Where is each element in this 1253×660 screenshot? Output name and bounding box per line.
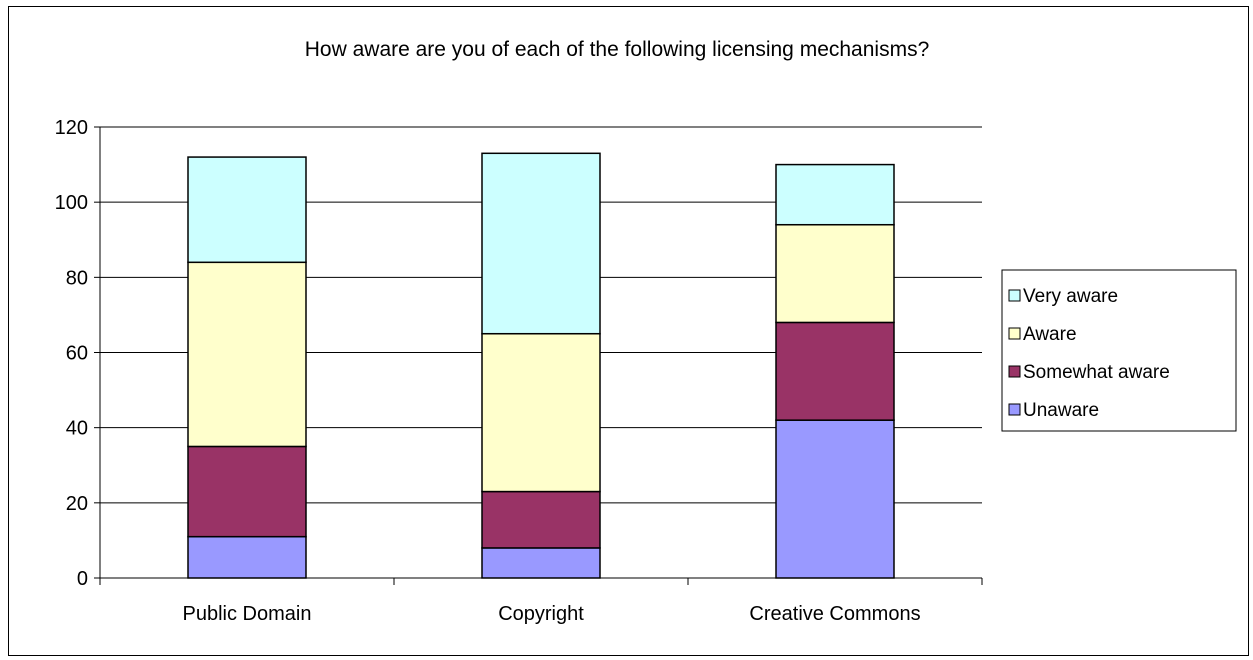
legend-box (1001, 269, 1237, 432)
legend-label: Unaware (1023, 400, 1099, 421)
legend-swatch (1008, 327, 1021, 340)
bar-segment-aware (481, 332, 601, 493)
bar-segment-very-aware (481, 152, 601, 335)
bar-segment-aware (775, 223, 895, 324)
bar-segment-somewhat-aware (187, 445, 307, 538)
y-tick-label: 20 (66, 493, 88, 515)
axes: 0 20 40 60 80 100 120 Public Domain Copyright Cre… (55, 117, 983, 625)
bar-segment-unaware (775, 419, 895, 579)
legend: Very aware Aware Somewhat aware Unaware (1001, 269, 1237, 432)
x-category-label: Creative Commons (749, 603, 920, 625)
y-tick-label: 120 (55, 117, 88, 139)
bars (187, 152, 895, 579)
bar-segment-unaware (481, 547, 601, 579)
bar-segment-very-aware (187, 156, 307, 264)
legend-swatch (1008, 289, 1021, 302)
bar-segment-unaware (187, 535, 307, 579)
y-tick-label: 60 (66, 343, 88, 365)
legend-label: Aware (1023, 324, 1077, 345)
x-category-label: Public Domain (183, 603, 312, 625)
legend-swatch (1008, 365, 1021, 378)
legend-swatch (1008, 403, 1021, 416)
bar-segment-aware (187, 261, 307, 448)
bar-segment-somewhat-aware (481, 490, 601, 549)
bar-segment-somewhat-aware (775, 321, 895, 421)
chart-title: How aware are you of each of the followi… (305, 38, 930, 61)
y-tick-label: 100 (55, 192, 88, 214)
legend-label: Somewhat aware (1023, 362, 1170, 383)
y-tick-label: 0 (77, 568, 88, 590)
bar-segment-very-aware (775, 163, 895, 226)
legend-label: Very aware (1023, 286, 1118, 307)
x-category-label: Copyright (498, 603, 584, 625)
y-tick-label: 40 (66, 418, 88, 440)
y-tick-label: 80 (66, 267, 88, 289)
